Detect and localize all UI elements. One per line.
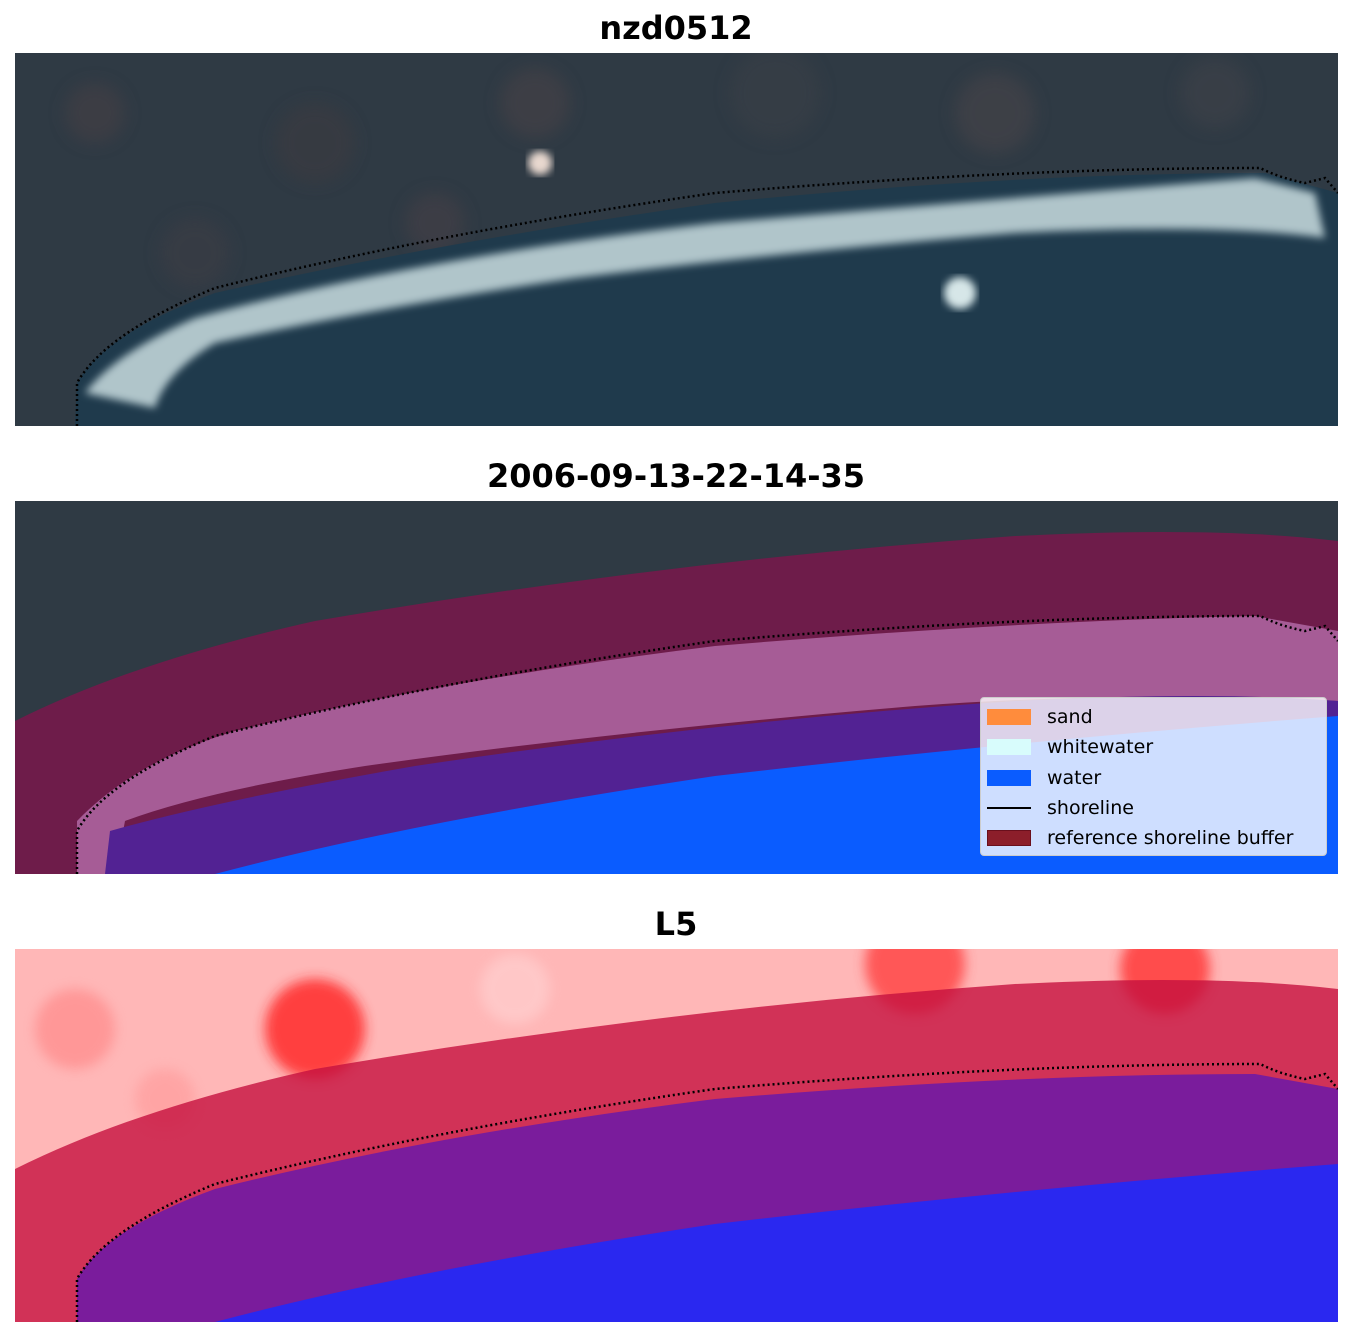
legend: sand whitewater water shoreline referenc… bbox=[980, 697, 1327, 856]
legend-item-shoreline: shoreline bbox=[987, 793, 1326, 823]
legend-item-whitewater: whitewater bbox=[987, 732, 1326, 762]
legend-swatch-sand bbox=[987, 709, 1031, 726]
legend-label-water: water bbox=[1047, 766, 1102, 789]
legend-swatch-shoreline bbox=[987, 807, 1031, 810]
legend-item-water: water bbox=[987, 763, 1326, 793]
legend-label-shoreline: shoreline bbox=[1047, 797, 1134, 820]
rgb-image-panel bbox=[15, 53, 1338, 426]
panel-title-probability: L5 bbox=[654, 905, 698, 943]
legend-item-sand: sand bbox=[987, 702, 1326, 732]
legend-item-buffer: reference shoreline buffer bbox=[987, 823, 1326, 853]
legend-swatch-whitewater bbox=[987, 739, 1031, 756]
legend-label-sand: sand bbox=[1047, 706, 1093, 729]
legend-swatch-buffer bbox=[987, 830, 1031, 847]
probability-panel bbox=[15, 949, 1338, 1322]
legend-label-buffer: reference shoreline buffer bbox=[1047, 827, 1294, 850]
panel-title-classification: 2006-09-13-22-14-35 bbox=[486, 457, 866, 495]
legend-swatch-water bbox=[987, 769, 1031, 786]
panel-title-rgb: nzd0512 bbox=[599, 9, 753, 47]
legend-label-whitewater: whitewater bbox=[1047, 736, 1154, 759]
